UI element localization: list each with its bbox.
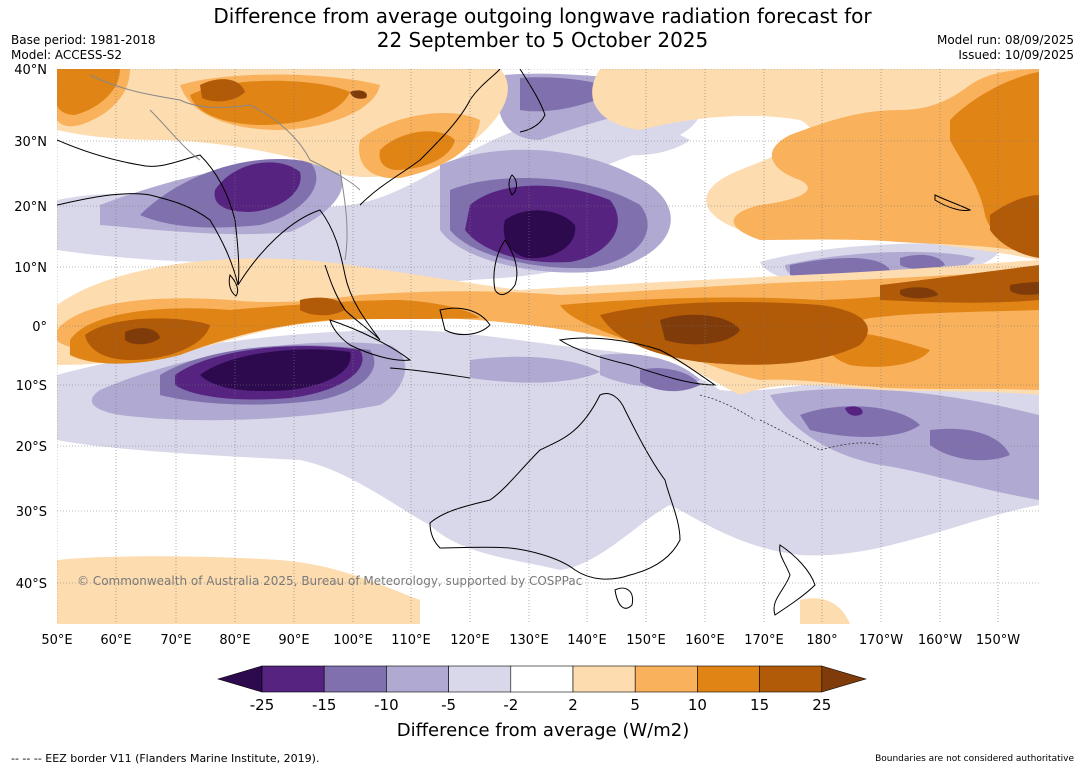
border-line-3 xyxy=(339,169,348,261)
colorbar-tick-label: 2 xyxy=(568,696,578,714)
sri-lanka-coast xyxy=(228,273,239,297)
java-coast xyxy=(389,367,471,379)
colorbar-extend-low xyxy=(216,665,263,693)
map-title: Difference from average outgoing longwav… xyxy=(0,4,1085,52)
lon-label: 90°E xyxy=(278,633,309,648)
colorbar-tick-label: -5 xyxy=(441,696,456,714)
colorbar-title: Difference from average (W/m2) xyxy=(397,720,689,741)
colorbar-extend-high xyxy=(821,665,867,693)
new-zealand-coast xyxy=(773,544,816,616)
colorbar-tick-label: 10 xyxy=(688,696,707,714)
colorbar-tick-label: 15 xyxy=(750,696,769,714)
latitude-labels: 40°N 30°N 20°N 10°N 0° 10°S 20°S 30°S 40°S xyxy=(14,63,47,592)
colorbar-tick-label: 5 xyxy=(630,696,640,714)
map-field: © Commonwealth of Australia 2025, Bureau… xyxy=(57,69,1039,624)
lon-label: 150°W xyxy=(976,633,1020,648)
model-name: Model: ACCESS-S2 xyxy=(11,48,123,62)
boundaries-disclaimer: Boundaries are not considered authoritat… xyxy=(875,754,1074,764)
border-line-1 xyxy=(89,74,361,191)
lon-label: 150°E xyxy=(626,633,666,648)
title-line-1: Difference from average outgoing longwav… xyxy=(213,4,872,28)
lon-label: 50°E xyxy=(41,633,72,648)
lat-label: 40°N xyxy=(14,63,47,78)
lon-label: 80°E xyxy=(219,633,250,648)
colorbar: -25 -15 -10 -5 -2 2 5 10 15 25 xyxy=(216,665,867,714)
colorbar-segment xyxy=(572,665,636,693)
colorbar-segment xyxy=(448,665,512,693)
longitude-labels: 50°E 60°E 70°E 80°E 90°E 100°E 110°E 120°E 130°E… xyxy=(41,633,1020,648)
lat-label: 20°S xyxy=(16,440,47,455)
lat-label: 10°N xyxy=(14,261,47,276)
lon-label: 160°W xyxy=(918,633,962,648)
meta-left: Base period: 1981-2018 Model: ACCESS-S2 xyxy=(11,33,156,63)
china-coast xyxy=(359,69,501,206)
colorbar-tick-label: -10 xyxy=(374,696,399,714)
colorbar-segment xyxy=(634,665,698,693)
base-period: Base period: 1981-2018 xyxy=(11,33,156,47)
tasmania-coast xyxy=(614,587,634,609)
issued-date: Issued: 10/09/2025 xyxy=(958,48,1074,62)
lat-label: 30°N xyxy=(14,135,47,150)
colorbar-tick-label: 25 xyxy=(812,696,831,714)
eez-legend: -- -- -- EEZ border V11 (Flanders Marine… xyxy=(11,752,320,765)
lon-label: 170°W xyxy=(859,633,903,648)
lon-label: 170°E xyxy=(744,633,784,648)
sumatra-coast xyxy=(329,319,412,361)
colorbar-segment xyxy=(759,665,823,693)
colorbar-segment xyxy=(697,665,760,693)
lat-label: 0° xyxy=(32,320,47,335)
model-run: Model run: 08/09/2025 xyxy=(936,33,1074,47)
graticule xyxy=(57,69,1039,624)
lat-label: 10°S xyxy=(16,379,47,394)
philippines-coast xyxy=(493,239,518,296)
lon-label: 160°E xyxy=(685,633,725,648)
lat-label: 30°S xyxy=(16,505,47,520)
colorbar-segment xyxy=(386,665,449,693)
australia-coast xyxy=(429,393,681,580)
border-line-2 xyxy=(149,109,201,161)
country-borders xyxy=(89,74,361,261)
borneo-coast xyxy=(439,307,491,336)
asia-west-coast xyxy=(57,139,240,286)
meta-right: Model run: 08/09/2025 Issued: 10/09/2025 xyxy=(937,33,1074,63)
hawaii-coast xyxy=(934,194,972,211)
eez-line-1 xyxy=(759,419,881,451)
taiwan-coast xyxy=(508,174,517,196)
japan-korea-coast xyxy=(519,69,546,133)
lon-label: 110°E xyxy=(391,633,431,648)
colorbar-segment xyxy=(261,665,325,693)
colorbar-tick-label: -25 xyxy=(250,696,275,714)
copyright-notice: © Commonwealth of Australia 2025, Bureau… xyxy=(77,574,582,588)
colorbar-segment xyxy=(323,665,387,693)
coastlines xyxy=(57,69,972,616)
lon-label: 120°E xyxy=(450,633,490,648)
lon-label: 100°E xyxy=(333,633,373,648)
lat-label: 20°N xyxy=(14,200,47,215)
lon-label: 130°E xyxy=(509,633,549,648)
lon-label: 140°E xyxy=(567,633,607,648)
lon-label: 70°E xyxy=(160,633,191,648)
colorbar-tick-label: -15 xyxy=(312,696,337,714)
southeast-asia-coast xyxy=(237,209,381,341)
anomaly-extreme-positive xyxy=(125,90,1039,345)
title-line-2: 22 September to 5 October 2025 xyxy=(376,28,709,52)
colorbar-tick-label: -2 xyxy=(503,696,518,714)
lon-label: 60°E xyxy=(100,633,131,648)
lon-label: 180° xyxy=(806,633,837,648)
colorbar-segment xyxy=(510,665,574,693)
lat-label: 40°S xyxy=(16,577,47,592)
anomaly-extreme-negative xyxy=(200,210,576,392)
